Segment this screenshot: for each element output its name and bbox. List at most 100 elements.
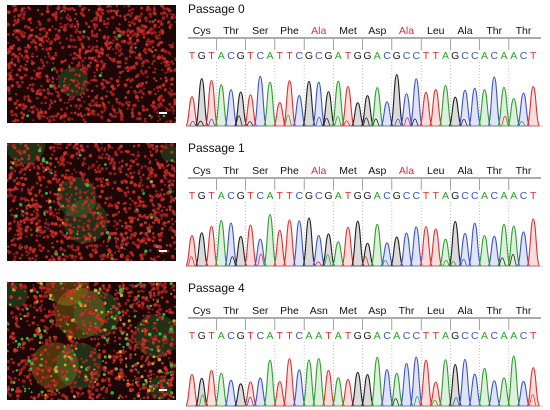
cell-nucleus: [164, 337, 168, 341]
cell-nucleus: [158, 315, 162, 319]
cell-nucleus: [166, 381, 169, 385]
trace-peak: [223, 89, 239, 127]
cell-nucleus: [20, 168, 24, 172]
cell-nucleus: [95, 12, 100, 17]
cell-nucleus: [67, 153, 70, 156]
cell-nucleus: [78, 48, 82, 52]
cell-nucleus: [23, 167, 27, 171]
cell-nucleus: [58, 229, 63, 234]
base-call: A: [335, 50, 342, 62]
cell-nucleus: [102, 35, 107, 40]
cell-nucleus: [95, 45, 98, 48]
cell-nucleus: [134, 340, 137, 343]
trace-peak: [389, 236, 404, 267]
codon-label: Ala: [399, 165, 414, 177]
cell-nucleus: [125, 96, 128, 99]
trace-peak: [262, 214, 278, 267]
cell-nucleus: [124, 162, 129, 167]
cell-nucleus: [158, 33, 161, 37]
cell-nucleus: [24, 46, 27, 49]
cell-nucleus: [21, 7, 24, 11]
cell-nucleus: [119, 60, 122, 63]
cell-nucleus: [33, 333, 37, 338]
cell-nucleus: [47, 54, 51, 58]
cell-nucleus: [112, 163, 116, 166]
cell-nucleus: [58, 98, 63, 102]
cell-nucleus: [174, 16, 176, 19]
cell-nucleus: [31, 62, 34, 66]
cell-nucleus: [39, 37, 44, 42]
cell-nucleus: [61, 25, 64, 29]
codon-label: Ala: [457, 25, 472, 37]
cell-nucleus: [77, 54, 82, 59]
cell-nucleus: [159, 179, 164, 184]
cell-nucleus: [45, 366, 49, 370]
cell-nucleus: [112, 349, 115, 352]
cell-nucleus: [124, 375, 127, 378]
cell-nucleus: [158, 115, 161, 118]
cell-nucleus: [107, 240, 110, 243]
cell-nucleus: [120, 32, 124, 36]
cell-nucleus: [70, 344, 73, 347]
cell-nucleus: [78, 284, 82, 289]
cell-nucleus: [162, 7, 166, 11]
cell-nucleus: [149, 215, 154, 219]
cell-nucleus: [113, 203, 116, 206]
cell-nucleus: [69, 53, 72, 56]
cell-nucleus: [99, 244, 102, 247]
cell-nucleus: [23, 303, 28, 308]
cell-nucleus: [20, 111, 24, 115]
cell-nucleus: [173, 363, 176, 368]
cell-nucleus: [14, 315, 18, 318]
cell-nucleus: [54, 10, 58, 15]
cell-nucleus: [47, 366, 51, 370]
cell-nucleus: [126, 384, 130, 388]
cell-nucleus: [50, 221, 54, 226]
cell-nucleus: [137, 111, 140, 114]
cell-nucleus: [120, 52, 123, 56]
cell-nucleus: [119, 329, 123, 333]
cell-nucleus: [12, 143, 16, 148]
cell-nucleus: [144, 81, 148, 84]
base-call: C: [403, 330, 411, 342]
cell-nucleus: [123, 5, 126, 8]
trace-peak: [526, 218, 541, 267]
cell-nucleus: [147, 90, 151, 94]
cell-nucleus: [68, 18, 73, 22]
cell-nucleus: [83, 292, 86, 295]
cell-nucleus: [23, 95, 27, 99]
cell-nucleus: [163, 145, 168, 150]
cell-nucleus: [96, 60, 99, 63]
cell-nucleus: [143, 213, 146, 216]
cell-nucleus: [46, 389, 50, 392]
base-call: G: [363, 50, 371, 62]
cell-nucleus: [46, 236, 49, 239]
cell-nucleus: [165, 300, 169, 304]
codon-label: Ser: [252, 165, 269, 177]
cell-nucleus: [29, 21, 32, 24]
cell-nucleus: [161, 83, 166, 87]
cell-nucleus: [12, 44, 16, 47]
cell-nucleus: [47, 314, 51, 318]
cell-nucleus: [17, 342, 21, 347]
cell-nucleus: [137, 303, 141, 308]
cell-nucleus: [41, 27, 45, 31]
cell-nucleus: [89, 372, 94, 376]
cell-nucleus: [88, 300, 91, 303]
cell-nucleus: [39, 309, 43, 313]
cell-nucleus: [119, 354, 123, 358]
trace-noise: [198, 394, 207, 407]
cell-nucleus: [124, 62, 127, 65]
cell-nucleus: [97, 155, 102, 159]
cell-nucleus: [13, 29, 17, 33]
trace-peak: [477, 235, 492, 267]
cell-nucleus: [28, 368, 32, 372]
trace-peak: [321, 369, 336, 407]
cell-nucleus: [156, 43, 161, 47]
cell-nucleus: [106, 220, 110, 224]
cell-nucleus: [10, 380, 14, 384]
cell-nucleus: [92, 104, 95, 107]
cell-nucleus: [99, 352, 102, 355]
cell-nucleus: [102, 177, 105, 180]
cell-nucleus: [30, 213, 34, 217]
